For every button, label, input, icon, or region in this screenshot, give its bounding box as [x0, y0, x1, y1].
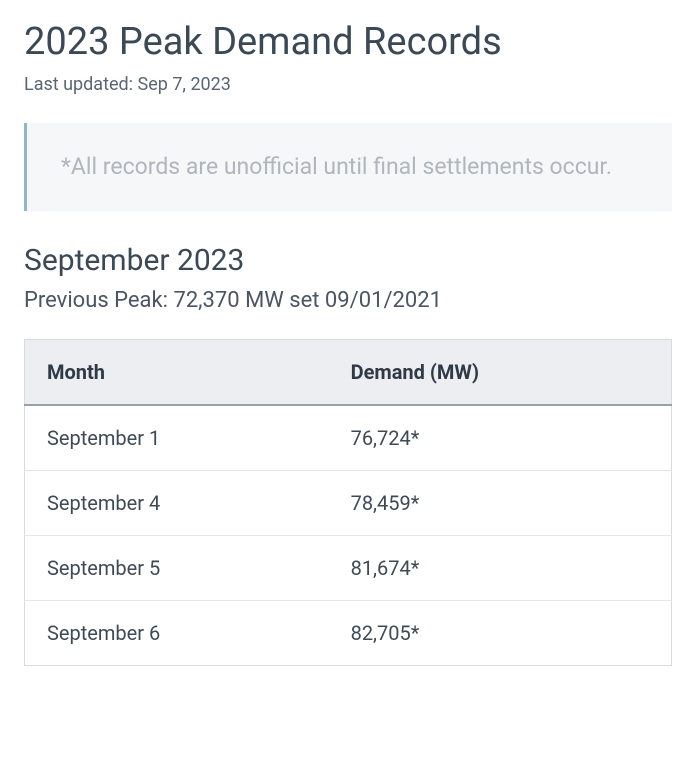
column-header-demand: Demand (MW): [329, 339, 672, 405]
last-updated-text: Last updated: Sep 7, 2023: [24, 74, 672, 95]
table-header-row: Month Demand (MW): [25, 339, 672, 405]
previous-peak-text: Previous Peak: 72,370 MW set 09/01/2021: [24, 288, 672, 313]
cell-demand: 82,705*: [329, 600, 672, 665]
cell-demand: 78,459*: [329, 470, 672, 535]
notice-box: *All records are unofficial until final …: [24, 123, 672, 211]
cell-month: September 4: [25, 470, 329, 535]
cell-month: September 1: [25, 405, 329, 471]
peak-demand-table: Month Demand (MW) September 1 76,724* Se…: [24, 339, 672, 666]
table-row: September 6 82,705*: [25, 600, 672, 665]
notice-text: *All records are unofficial until final …: [61, 149, 642, 185]
column-header-month: Month: [25, 339, 329, 405]
cell-demand: 76,724*: [329, 405, 672, 471]
table-row: September 4 78,459*: [25, 470, 672, 535]
section-title: September 2023: [24, 243, 672, 278]
cell-month: September 6: [25, 600, 329, 665]
cell-demand: 81,674*: [329, 535, 672, 600]
table-row: September 1 76,724*: [25, 405, 672, 471]
page-title: 2023 Peak Demand Records: [24, 20, 672, 64]
table-row: September 5 81,674*: [25, 535, 672, 600]
cell-month: September 5: [25, 535, 329, 600]
